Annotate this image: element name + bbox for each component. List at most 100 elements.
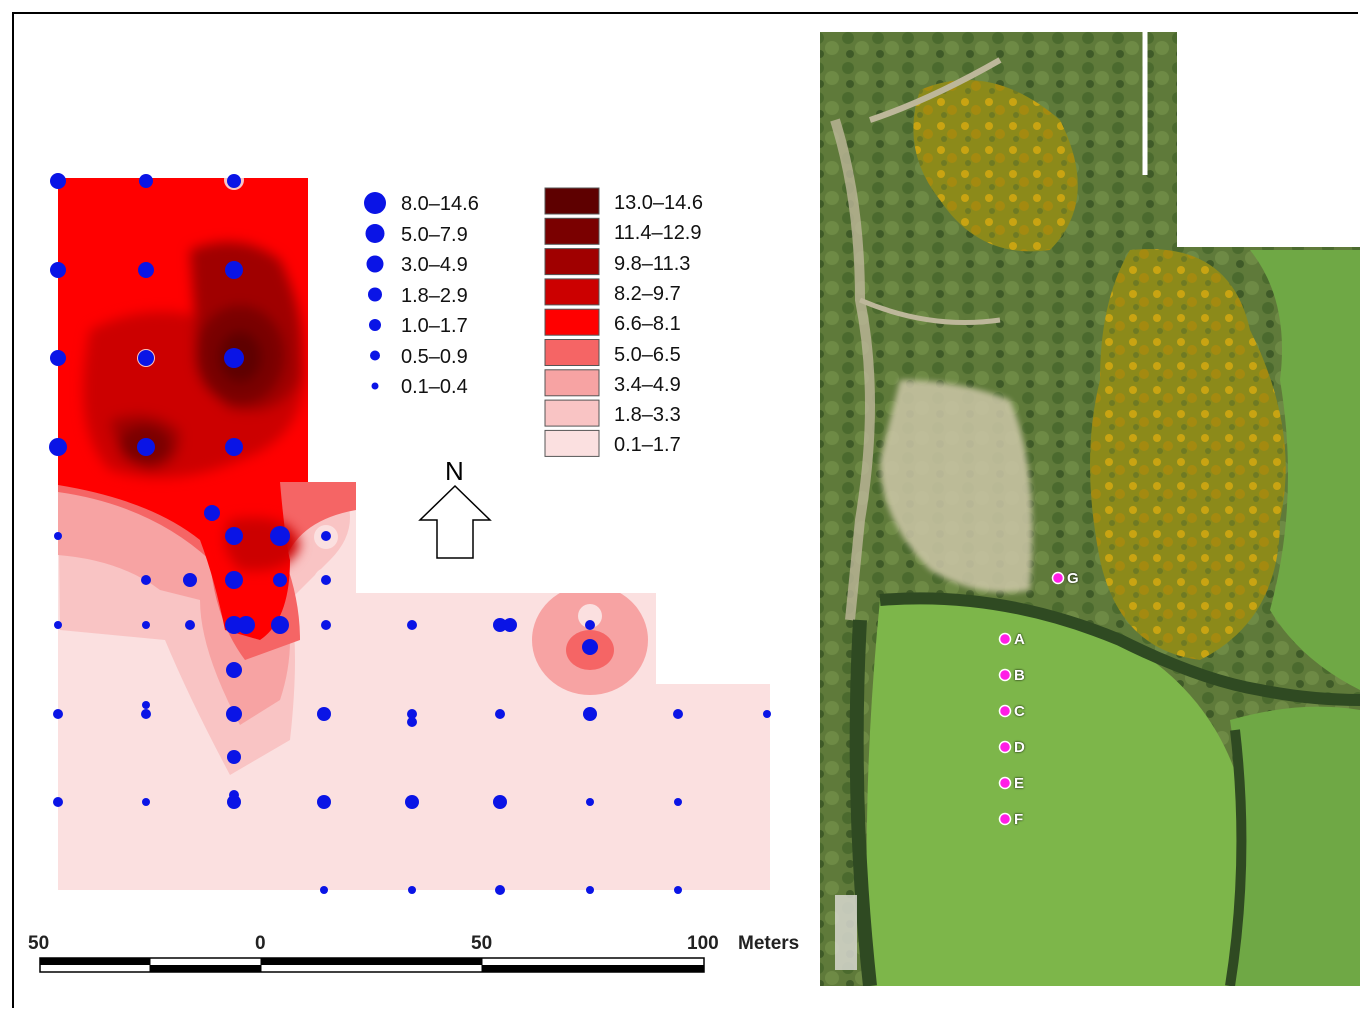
point-legend-symbol: [370, 350, 380, 361]
site-marker: [998, 668, 1012, 682]
sample-point: [586, 886, 594, 894]
sample-point: [224, 348, 244, 368]
sample-point: [321, 531, 331, 541]
surface-legend-label: 11.4–12.9: [614, 222, 702, 245]
sample-point: [273, 573, 287, 587]
sample-point: [54, 532, 62, 540]
point-legend-symbol: [365, 224, 385, 243]
site-markers: [998, 571, 1065, 826]
sample-point: [226, 662, 242, 678]
sample-point: [185, 620, 195, 630]
site-label: C: [1014, 703, 1025, 720]
sample-point: [225, 571, 243, 589]
sample-point: [503, 618, 517, 632]
scale-tick-label: 100: [687, 933, 719, 954]
sample-point: [138, 350, 154, 366]
sample-point: [495, 885, 505, 895]
scale-tick-label: 50: [28, 933, 50, 954]
point-legend-symbol: [366, 255, 384, 273]
sample-point: [142, 798, 150, 806]
north-arrow-icon: [418, 484, 492, 559]
point-legend-symbol: [371, 382, 379, 390]
sample-point: [763, 710, 771, 718]
site-marker: [998, 776, 1012, 790]
sample-point: [227, 750, 241, 764]
surface-legend-label: 3.4–4.9: [614, 373, 681, 396]
scale-bar: [39, 957, 705, 973]
sample-point: [53, 797, 63, 807]
sample-point: [407, 709, 417, 719]
surface-legend-label: 1.8–3.3: [614, 404, 681, 427]
surface-legend-label: 6.6–8.1: [614, 313, 681, 336]
site-label: A: [1014, 631, 1025, 648]
surface-legend-swatch: [544, 217, 600, 245]
surface-legend-label: 8.2–9.7: [614, 282, 681, 305]
sample-point: [270, 526, 290, 546]
surface-legend-label: 0.1–1.7: [614, 434, 681, 457]
sample-point: [583, 707, 597, 721]
sample-point: [225, 261, 243, 279]
sample-point: [54, 621, 62, 629]
surface-legend-swatch: [544, 308, 600, 336]
sample-point: [141, 709, 151, 719]
point-legend-label: 3.0–4.9: [401, 254, 468, 276]
scale-tick-label: 0: [255, 933, 266, 954]
sample-point: [139, 174, 153, 188]
sample-point: [227, 174, 241, 188]
sample-point: [183, 573, 197, 587]
sample-point: [493, 618, 507, 632]
surface-legend-swatch: [544, 248, 600, 276]
surface-legend-swatch: [544, 278, 600, 306]
site-label: F: [1014, 811, 1024, 828]
sample-point: [227, 795, 241, 809]
sample-point: [271, 616, 289, 634]
point-legend-symbol: [364, 192, 386, 214]
figure-frame: [12, 12, 1358, 1008]
site-marker: [1051, 571, 1065, 585]
sample-point: [50, 173, 66, 189]
sample-point: [585, 620, 595, 630]
sample-point: [225, 438, 243, 456]
surface-legend-swatch: [544, 339, 600, 366]
sample-point: [407, 717, 417, 727]
sample-point: [674, 798, 682, 806]
surface-legend-label: 5.0–6.5: [614, 343, 681, 366]
point-legend-label: 8.0–14.6: [401, 193, 479, 215]
sample-point: [407, 620, 417, 630]
sample-point: [673, 709, 683, 719]
sample-point: [495, 709, 505, 719]
surface-legend-label: 9.8–11.3: [614, 252, 691, 275]
sample-point: [225, 527, 243, 545]
surface-legend-label: 13.0–14.6: [614, 192, 703, 214]
surface-legend-swatch: [544, 369, 600, 397]
site-label: D: [1014, 739, 1025, 756]
point-legend-label: 5.0–7.9: [401, 223, 468, 246]
sample-point: [142, 621, 150, 629]
sample-point: [237, 616, 255, 634]
sample-point: [405, 795, 419, 809]
sample-point: [142, 701, 150, 709]
point-legend-label: 0.1–0.4: [401, 376, 468, 398]
site-label: G: [1067, 570, 1079, 587]
point-legend: [364, 192, 386, 390]
sample-point: [582, 639, 598, 655]
surface-legend: [544, 187, 600, 457]
sample-point: [137, 438, 155, 456]
sample-point: [226, 706, 242, 722]
sample-point: [204, 505, 220, 521]
site-marker: [998, 740, 1012, 754]
point-legend-symbol: [368, 287, 382, 302]
scale-tick-label: 50: [471, 933, 493, 954]
north-label: N: [445, 456, 464, 486]
point-legend-label: 0.5–0.9: [401, 345, 468, 368]
surface-legend-swatch: [544, 429, 600, 457]
point-legend-symbol: [369, 319, 381, 331]
sample-point: [53, 709, 63, 719]
sample-point: [49, 438, 67, 456]
sample-points: [49, 173, 771, 895]
sample-point: [141, 575, 151, 585]
aerial-photo: [820, 32, 1360, 986]
sample-point: [674, 886, 682, 894]
surface-legend-swatch: [544, 187, 600, 215]
